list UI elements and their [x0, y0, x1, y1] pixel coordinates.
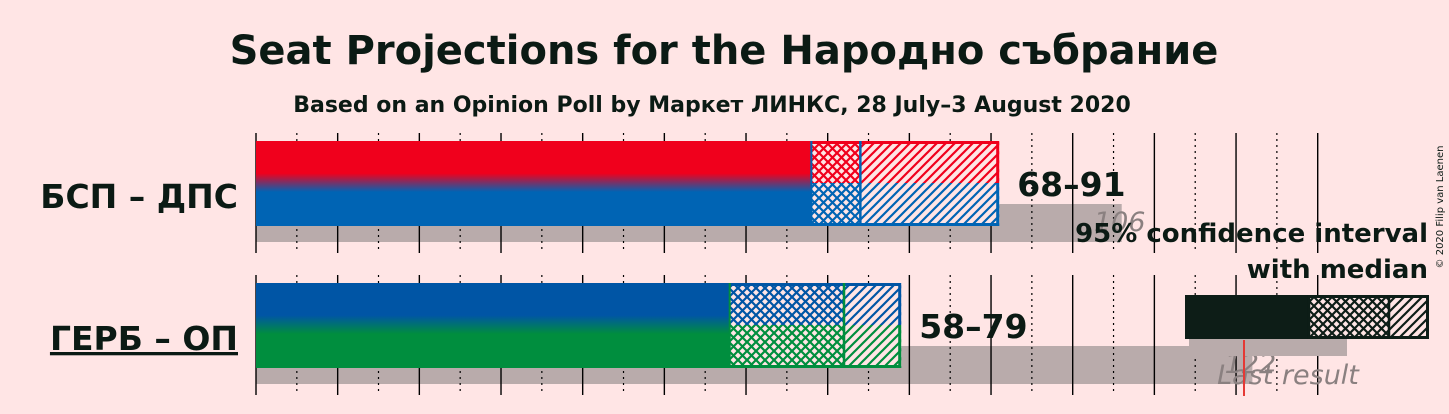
- ci-crosshatch-upper: [729, 283, 845, 325]
- legend: 95% confidence interval with median Last…: [1075, 219, 1429, 391]
- legend-outline: [1185, 295, 1429, 339]
- ci-hatch-upper: [844, 283, 902, 325]
- last-result-label: 106: [1094, 207, 1146, 238]
- ci-outline-upper: [256, 141, 1000, 183]
- legend-ci-label: 95% confidence interval: [1075, 219, 1428, 249]
- ci-hatch-lower: [860, 183, 1000, 226]
- confidence-solid-bar: [256, 283, 730, 368]
- legend-crosshatch: [1309, 295, 1389, 339]
- chart-subtitle: Based on an Opinion Poll by Маркет ЛИНКС…: [293, 93, 1131, 118]
- confidence-solid-bar: [256, 141, 812, 226]
- ci-crosshatch-lower: [729, 325, 845, 368]
- legend-median-label: with median: [1247, 255, 1428, 285]
- ci-outline-lower: [256, 325, 902, 368]
- range-label: 68–91: [1017, 165, 1125, 204]
- range-label: 58–79: [919, 307, 1027, 346]
- ci-crosshatch-lower: [811, 183, 861, 226]
- copyright-notice: © 2020 Filip van Laenen: [1435, 146, 1446, 269]
- party-name: БСП – ДПС: [40, 177, 238, 216]
- ci-crosshatch-upper: [811, 141, 861, 183]
- chart-title: Seat Projections for the Народно събрани…: [230, 28, 1219, 74]
- ci-hatch-upper: [860, 141, 1000, 183]
- ci-outline-upper: [256, 283, 902, 325]
- ci-outline-lower: [256, 183, 1000, 226]
- legend-solid-bar: [1185, 295, 1309, 339]
- legend-last-result-label: Last result: [1217, 360, 1360, 391]
- ci-hatch-lower: [844, 325, 902, 368]
- party-name: ГЕРБ – ОП: [50, 319, 238, 358]
- legend-hatch: [1389, 295, 1429, 339]
